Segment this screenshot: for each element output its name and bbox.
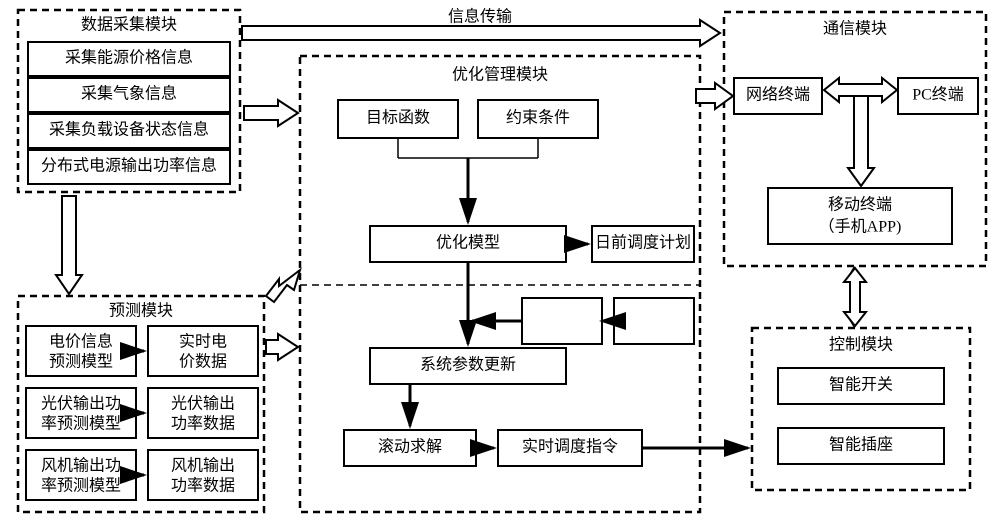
update-label: 系统参数更新 [420,356,516,374]
control-title: 控制模块 [829,336,893,354]
node-ultra [522,298,602,344]
pc-label: PC终端 [912,86,964,104]
svg-text:率预测模型: 率预测模型 [41,477,121,495]
top-label: 信息传输 [448,8,512,26]
arrow-hub-mobile [848,96,874,186]
svg-text:电价信息: 电价信息 [49,333,113,351]
svg-text:功率数据: 功率数据 [171,415,235,433]
data-collection-title: 数据采集模块 [81,16,177,34]
cmd-label: 实时调度指令 [522,438,618,456]
arrow-pred-opt1 [266,270,300,302]
node-dev [614,298,694,344]
arrow-opt-comm [696,83,733,109]
mobile-l1: 移动终端 [828,196,892,214]
prediction-title: 预测模块 [109,302,173,320]
svg-text:光伏输出: 光伏输出 [171,395,235,413]
dc-item-2-label: 采集负载设备状态信息 [49,121,209,139]
svg-text:功率数据: 功率数据 [171,477,235,495]
roll-label: 滚动求解 [378,438,442,456]
svg-text:预测模型: 预测模型 [49,353,113,371]
dc-item-3-label: 分布式电源输出功率信息 [41,157,217,175]
optimization-title: 优化管理模块 [452,66,548,84]
svg-text:风机输出功: 风机输出功 [41,457,121,475]
constraint-label: 约束条件 [506,109,570,127]
arrow-dc-opt [244,100,298,126]
dc-item-0-label: 采集能源价格信息 [65,49,193,67]
svg-text:率预测模型: 率预测模型 [41,415,121,433]
net-label: 网络终端 [746,85,810,104]
switch-label: 智能开关 [829,376,893,394]
socket-label: 智能插座 [829,436,893,454]
svg-text:风机输出: 风机输出 [171,457,235,475]
mobile-l2: （手机APP) [819,218,902,236]
opt-model-label: 优化模型 [436,234,500,252]
dc-item-1-label: 采集气象信息 [81,85,177,103]
arrow-comm-ctrl2 [844,268,866,326]
arrow-left-down [56,196,82,294]
svg-text:实时电: 实时电 [179,333,227,351]
objective-label: 目标函数 [366,109,430,127]
arrow-pred-opt2 [266,334,298,360]
svg-text:价数据: 价数据 [179,353,227,371]
svg-text:光伏输出功: 光伏输出功 [41,395,121,413]
dayahead-label: 日前调度计划 [595,234,691,252]
comm-title: 通信模块 [823,20,887,38]
